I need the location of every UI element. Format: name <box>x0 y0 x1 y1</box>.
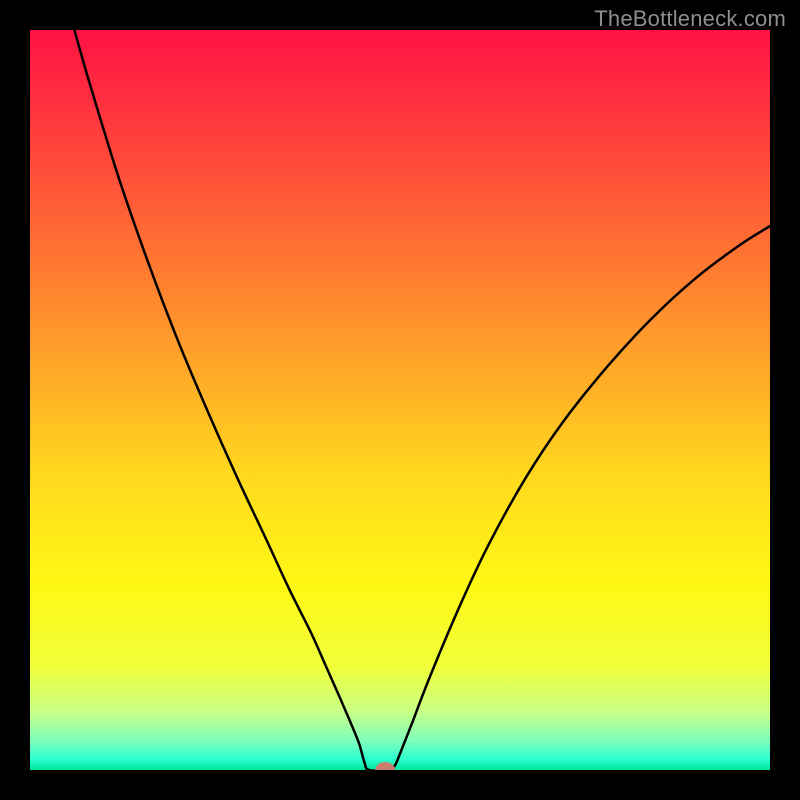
chart-background <box>30 30 770 770</box>
figure-container: TheBottleneck.com <box>0 0 800 800</box>
bottleneck-curve-chart <box>30 30 770 770</box>
attribution-text: TheBottleneck.com <box>594 6 786 32</box>
plot-area <box>30 30 770 770</box>
